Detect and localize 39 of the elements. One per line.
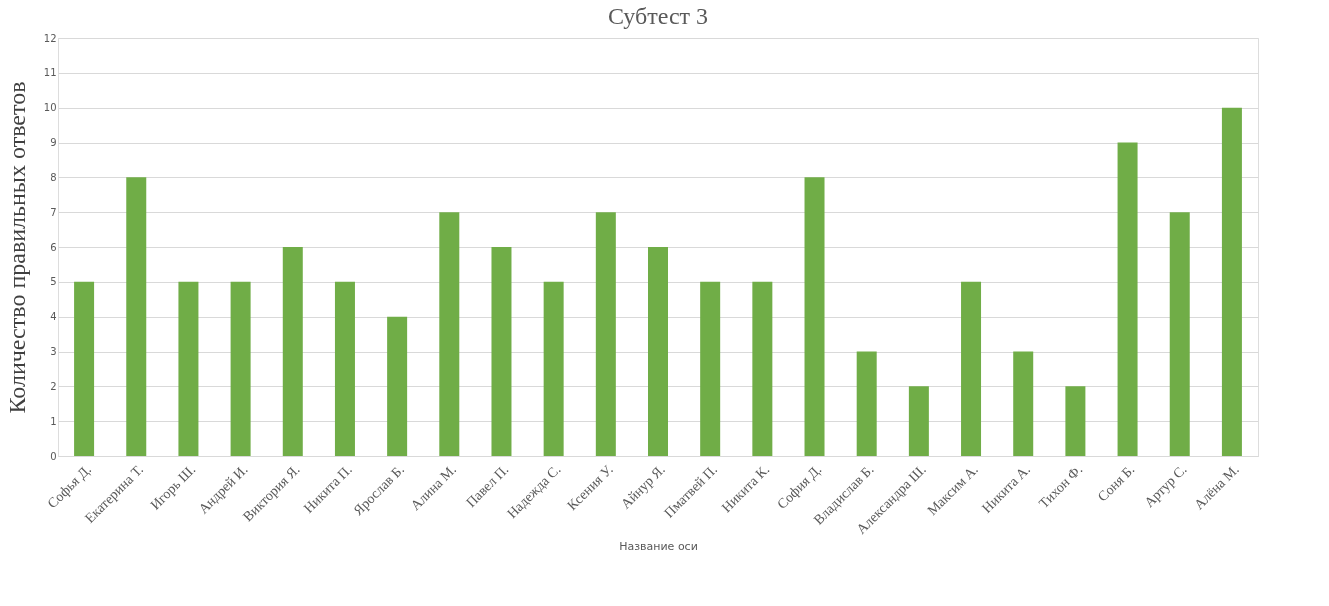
y-tick-label: 10 [43,102,57,114]
y-tick-label: 5 [50,276,57,288]
bar [1013,351,1034,456]
y-tick-label: 7 [50,206,57,218]
bar [387,316,408,456]
chart-title: Субтест 3 [607,3,709,29]
bar [595,212,616,456]
bar [1065,386,1086,456]
bar [178,281,199,456]
y-axis-title: Количество правильных ответов [3,81,30,414]
y-tick-label: 0 [50,450,57,462]
bar [961,281,982,456]
y-tick-label: 9 [50,137,57,148]
y-tick-label: 8 [50,171,57,183]
bar [1221,107,1242,456]
bar [700,281,721,456]
bar [1117,142,1138,456]
bar [543,281,564,456]
bar [491,247,512,456]
bar [752,281,773,456]
y-tick-label: 6 [50,241,57,253]
bar [230,281,251,456]
bar [1169,212,1190,456]
y-tick-label: 11 [43,67,57,79]
bar [282,247,303,456]
y-tick-label: 2 [50,380,57,392]
y-tick-label: 3 [50,346,57,357]
bar [804,177,825,456]
bar [856,351,877,456]
y-tick-label: 1 [50,415,57,427]
bar [439,212,460,456]
x-axis-title: Название оси [619,539,698,553]
y-tick-label: 4 [50,311,57,323]
bar [74,281,95,456]
bar [334,281,355,456]
bar [126,177,147,456]
bar [648,247,668,456]
bar [908,386,929,456]
y-tick-label: 12 [43,32,57,44]
